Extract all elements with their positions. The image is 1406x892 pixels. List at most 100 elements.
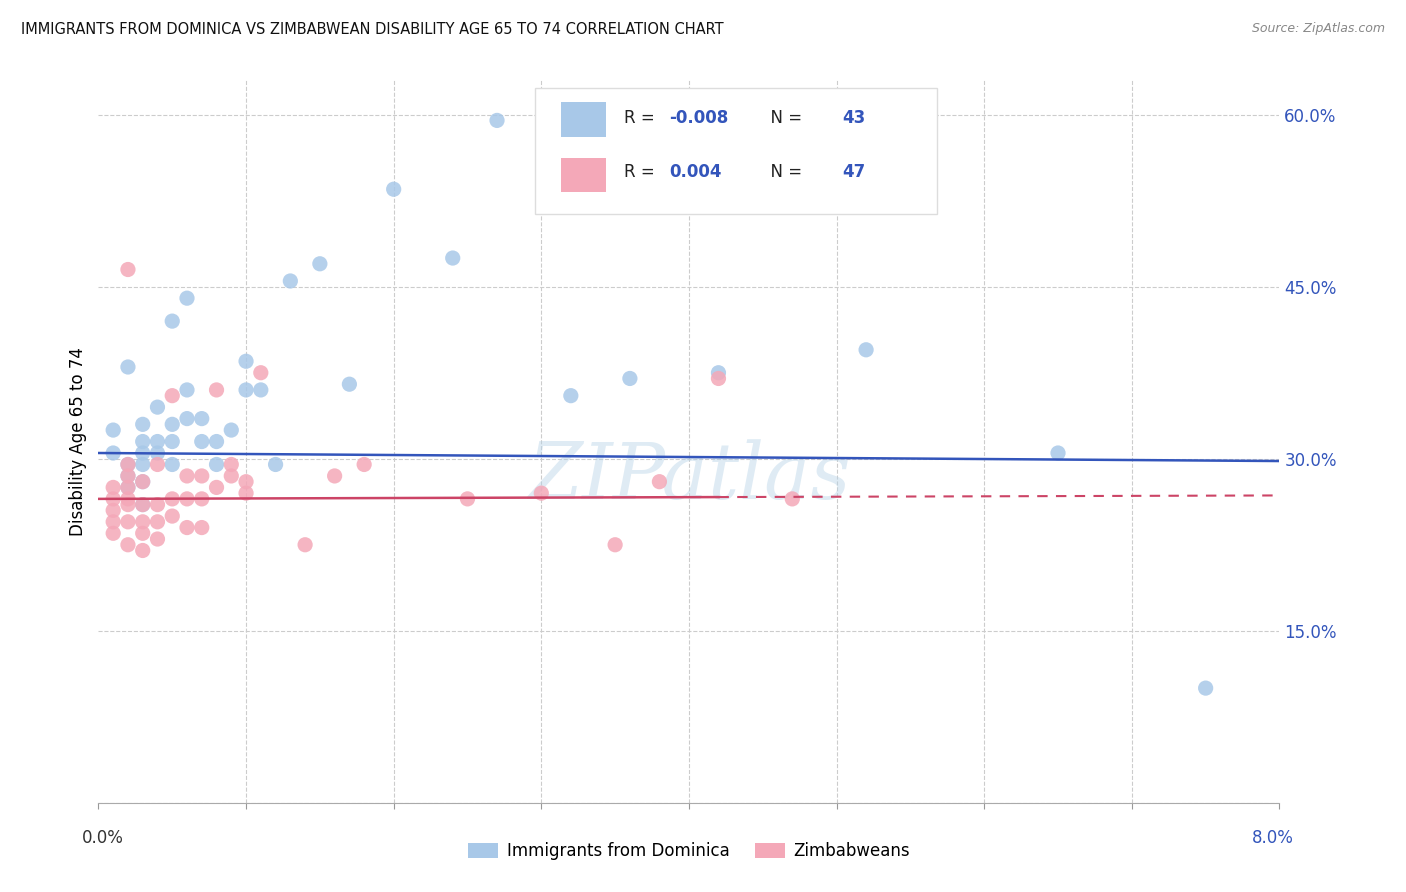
Point	[117, 480, 139, 494]
Text: 47: 47	[842, 163, 866, 181]
Point	[162, 509, 183, 524]
Point	[619, 371, 641, 385]
Point	[117, 469, 139, 483]
Point	[221, 423, 243, 437]
Point	[280, 274, 302, 288]
Text: ZIPatlas: ZIPatlas	[527, 440, 851, 516]
Point	[176, 520, 198, 534]
Point	[382, 182, 405, 196]
Y-axis label: Disability Age 65 to 74: Disability Age 65 to 74	[69, 347, 87, 536]
Point	[235, 486, 257, 500]
Point	[191, 491, 214, 506]
Point	[117, 458, 139, 472]
Point	[162, 458, 183, 472]
Point	[146, 515, 169, 529]
FancyBboxPatch shape	[536, 87, 936, 214]
Point	[162, 389, 183, 403]
Point	[264, 458, 287, 472]
Point	[221, 458, 243, 472]
Point	[457, 491, 479, 506]
Point	[132, 446, 155, 460]
Point	[221, 469, 243, 483]
Text: 0.0%: 0.0%	[82, 829, 124, 847]
Point	[339, 377, 361, 392]
Point	[103, 526, 125, 541]
Point	[132, 475, 155, 489]
Text: -0.008: -0.008	[669, 109, 728, 127]
Point	[855, 343, 877, 357]
Point	[309, 257, 332, 271]
Point	[162, 434, 183, 449]
Point	[162, 491, 183, 506]
Point	[146, 532, 169, 546]
Point	[132, 458, 155, 472]
Point	[103, 423, 125, 437]
Point	[191, 520, 214, 534]
Point	[707, 371, 730, 385]
Point	[605, 538, 627, 552]
Point	[441, 251, 464, 265]
Point	[486, 113, 509, 128]
Point	[560, 389, 582, 403]
Text: 0.004: 0.004	[669, 163, 721, 181]
Text: N =: N =	[759, 109, 807, 127]
Point	[323, 469, 346, 483]
Point	[132, 498, 155, 512]
Point	[1046, 446, 1070, 460]
Point	[176, 411, 198, 425]
Point	[235, 475, 257, 489]
Point	[205, 458, 228, 472]
Point	[162, 314, 183, 328]
Point	[132, 475, 155, 489]
Point	[117, 359, 139, 374]
Point	[250, 383, 273, 397]
Point	[782, 491, 804, 506]
Text: R =: R =	[624, 109, 659, 127]
Point	[205, 480, 228, 494]
FancyBboxPatch shape	[561, 102, 606, 136]
Point	[294, 538, 316, 552]
Point	[191, 469, 214, 483]
Point	[146, 498, 169, 512]
Point	[205, 434, 228, 449]
Point	[707, 366, 730, 380]
Point	[1195, 681, 1218, 695]
Point	[103, 446, 125, 460]
Point	[205, 383, 228, 397]
Point	[235, 383, 257, 397]
Point	[176, 291, 198, 305]
Point	[132, 498, 155, 512]
Point	[648, 475, 671, 489]
Text: R =: R =	[624, 163, 665, 181]
Point	[103, 491, 125, 506]
Point	[117, 458, 139, 472]
Point	[146, 446, 169, 460]
Point	[117, 262, 139, 277]
Text: N =: N =	[759, 163, 807, 181]
Point	[132, 543, 155, 558]
Point	[146, 434, 169, 449]
Text: 43: 43	[842, 109, 866, 127]
Text: 8.0%: 8.0%	[1251, 829, 1294, 847]
Point	[176, 383, 198, 397]
Point	[530, 486, 553, 500]
Point	[235, 354, 257, 368]
Point	[117, 498, 139, 512]
Text: Source: ZipAtlas.com: Source: ZipAtlas.com	[1251, 22, 1385, 36]
Point	[353, 458, 375, 472]
FancyBboxPatch shape	[561, 158, 606, 193]
Point	[191, 411, 214, 425]
Point	[191, 434, 214, 449]
Point	[132, 417, 155, 432]
Legend: Immigrants from Dominica, Zimbabweans: Immigrants from Dominica, Zimbabweans	[461, 836, 917, 867]
Point	[162, 417, 183, 432]
Point	[117, 491, 139, 506]
Point	[103, 480, 125, 494]
Point	[146, 400, 169, 414]
Point	[117, 469, 139, 483]
Point	[117, 480, 139, 494]
Point	[103, 515, 125, 529]
Point	[103, 503, 125, 517]
Point	[176, 469, 198, 483]
Point	[132, 526, 155, 541]
